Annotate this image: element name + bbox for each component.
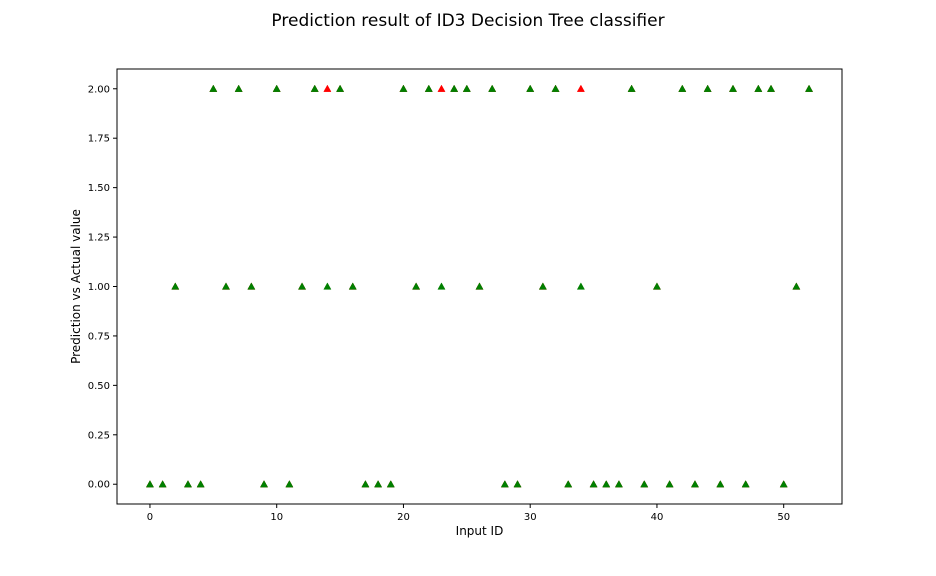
data-point-series-2 [424,84,433,92]
data-point-series-2 [183,480,193,488]
y-tick-label: 2.00 [88,84,110,95]
data-point-series-2 [652,282,661,290]
data-point-series-2 [221,282,231,290]
data-point-series-2 [450,84,459,92]
data-point-series-2 [766,84,776,92]
data-point-series-2 [323,282,332,290]
x-axis-label: Input ID [456,524,504,538]
data-point-series-2 [285,480,294,488]
x-axis: 0 10 20 30 40 50 [147,504,790,523]
x-tick-label: 30 [524,512,537,523]
data-point-series-2 [348,282,357,290]
data-point-series-2 [754,84,763,92]
data-point-series-1 [576,84,585,92]
data-point-series-2 [260,480,269,488]
data-point-series-2 [513,480,522,488]
x-tick-label: 0 [147,512,153,523]
data-point-series-2 [196,480,205,488]
data-point-series-2 [690,480,699,488]
data-point-series-2 [665,480,674,488]
data-point-series-2 [792,282,801,290]
data-point-series-2 [171,282,180,290]
x-tick-label: 20 [397,512,410,523]
data-point-series-2 [272,84,281,92]
data-points [145,84,814,488]
data-point-series-2 [158,480,167,488]
data-point-series-2 [640,480,649,488]
data-point-series-2 [627,84,636,92]
y-tick-label: 0.50 [88,381,110,392]
data-point-series-2 [209,84,218,92]
data-point-series-2 [298,282,307,290]
data-point-series-2 [576,282,585,290]
data-point-series-2 [602,480,611,488]
data-point-series-2 [805,84,814,92]
x-tick-label: 50 [777,512,790,523]
data-point-series-2 [361,480,370,488]
data-point-series-2 [475,282,484,290]
x-tick-label: 10 [270,512,283,523]
y-tick-label: 0.75 [88,331,110,342]
data-point-series-2 [412,282,421,290]
data-point-series-2 [374,480,383,488]
y-tick-label: 0.25 [88,430,110,441]
data-point-series-2 [551,84,560,92]
data-point-series-2 [564,480,573,488]
y-tick-label: 1.50 [88,183,110,194]
y-tick-label: 1.75 [88,134,110,145]
data-point-series-2 [703,84,712,92]
data-point-series-2 [500,480,509,488]
data-point-series-2 [589,480,598,488]
data-point-series-2 [462,84,471,92]
data-point-series-2 [678,84,687,92]
data-point-series-2 [716,480,725,488]
y-tick-label: 1.25 [88,233,110,244]
data-point-series-2 [234,84,243,92]
data-point-series-2 [336,84,345,92]
data-point-series-2 [437,282,446,290]
data-point-series-2 [488,84,497,92]
y-tick-label: 1.00 [88,282,110,293]
data-point-series-2 [386,480,395,488]
data-point-series-1 [437,84,446,92]
data-point-series-2 [614,480,623,488]
chart-title: Prediction result of ID3 Decision Tree c… [271,11,664,31]
y-tick-label: 0.00 [88,480,110,491]
data-point-series-2 [538,282,547,290]
data-point-series-2 [310,84,319,92]
y-axis: 0.00 0.25 0.50 0.75 1.00 1.25 1.50 1.75 2.00 [88,84,117,491]
data-point-series-1 [323,84,332,92]
data-point-series-2 [526,84,535,92]
data-point-series-2 [728,84,738,92]
data-point-series-2 [399,84,408,92]
data-point-series-2 [145,480,154,488]
data-point-series-2 [741,480,750,488]
data-point-series-2 [247,282,256,290]
x-tick-label: 40 [651,512,664,523]
y-axis-label: Prediction vs Actual value [69,209,83,364]
data-point-series-2 [779,480,788,488]
